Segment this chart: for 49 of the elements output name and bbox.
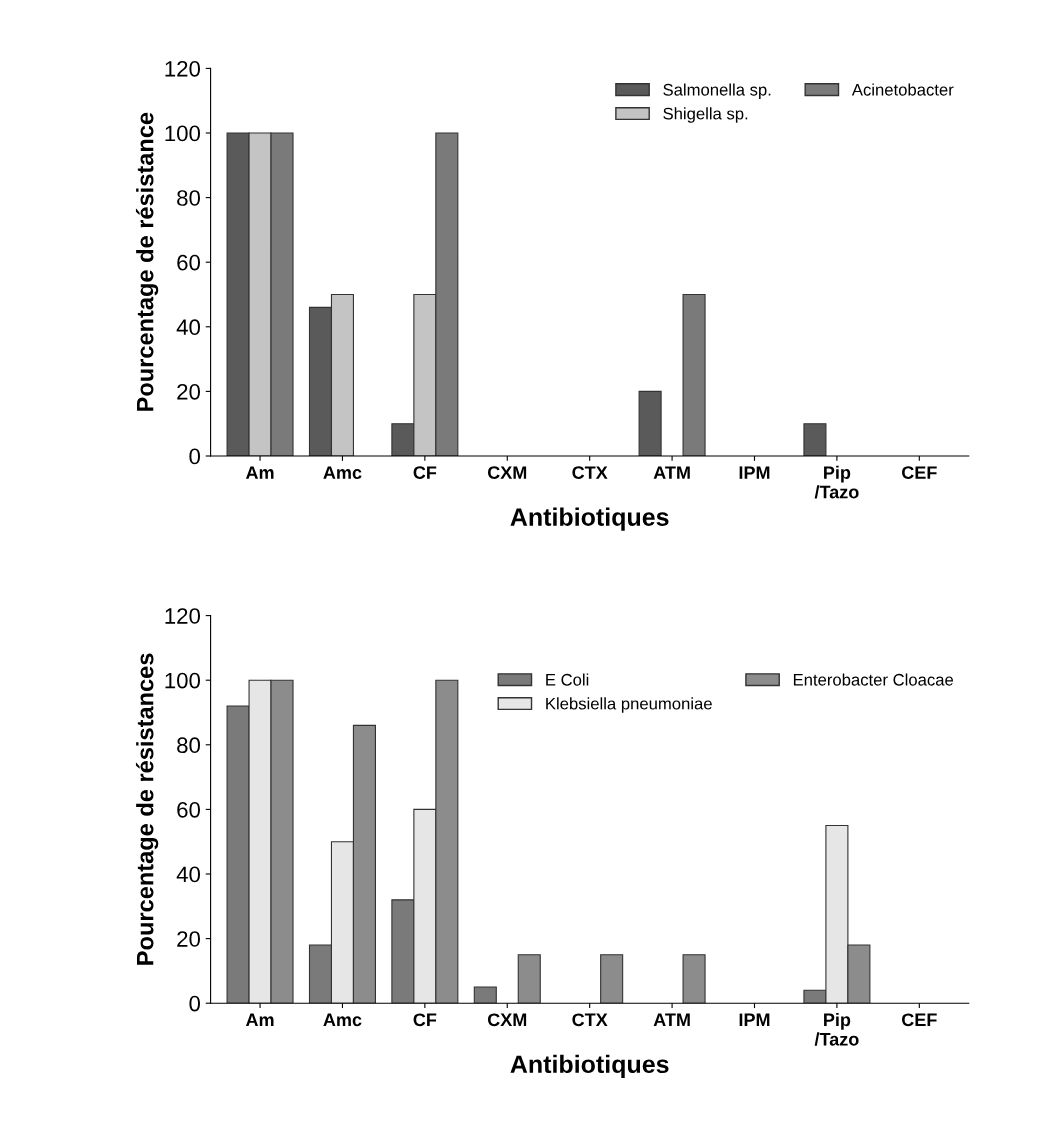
y-tick-label: 120: [165, 60, 201, 77]
x-tick-label: CTX: [572, 1013, 608, 1027]
x-tick-label: CF: [413, 466, 437, 479]
x-tick-label: CXM: [487, 1013, 527, 1027]
legend-label: Enterobacter Cloacae: [793, 673, 954, 686]
y-tick-label: 0: [189, 448, 201, 465]
legend-label: Klebsiella pneumoniae: [546, 697, 712, 713]
x-tick-label: Am: [245, 466, 274, 479]
y-tick-label: 120: [165, 608, 201, 624]
y-axis-title: Pourcentage de résistance: [135, 112, 159, 411]
legend-label: E Coli: [546, 673, 589, 686]
bar: [638, 390, 662, 456]
bar: [803, 423, 827, 456]
x-tick-label: CEF: [902, 466, 937, 479]
y-tick-label: 80: [177, 190, 201, 206]
bar: [682, 293, 706, 456]
y-tick-label: 40: [176, 319, 201, 336]
x-tick-label: CEF: [902, 1013, 937, 1027]
x-tick-label: Amc: [323, 466, 362, 479]
y-tick-label: 100: [165, 672, 201, 689]
legend-label: Shigella sp.: [663, 107, 748, 123]
legend-label: Salmonella sp.: [663, 83, 771, 99]
y-tick-label: 80: [177, 737, 201, 754]
x-tick-label: Amc: [323, 1013, 362, 1027]
y-tick-label: 100: [165, 125, 201, 142]
x-tick-label: CTX: [572, 466, 608, 479]
x-axis-title: Antibiotiques: [510, 1054, 669, 1079]
y-tick-label: 40: [176, 866, 201, 883]
x-tick-label: Am: [245, 1013, 274, 1027]
y-tick-label: 60: [177, 801, 201, 818]
y-tick-label: 20: [177, 931, 201, 947]
x-tick-label: CF: [413, 1013, 437, 1027]
y-axis-title: Pourcentage de résistances: [135, 653, 159, 965]
bar: [682, 954, 706, 1004]
x-tick-label: ATM: [653, 466, 690, 479]
x-tick-label: Pip /Tazo: [814, 1012, 859, 1046]
y-tick-label: 0: [189, 995, 201, 1012]
y-tick-label: 20: [177, 383, 201, 400]
bar: [517, 954, 541, 1004]
x-axis-title: Antibiotiques: [510, 507, 669, 531]
x-tick-label: CXM: [487, 466, 527, 479]
x-tick-label: IPM: [739, 466, 770, 479]
bar: [473, 986, 497, 1004]
x-tick-label: Pip /Tazo: [814, 465, 859, 499]
bar: [600, 954, 624, 1004]
x-tick-label: IPM: [739, 1013, 770, 1027]
x-tick-label: ATM: [653, 1013, 690, 1027]
legend-label: Acinetobacter: [851, 83, 954, 96]
y-tick-label: 60: [177, 254, 201, 271]
